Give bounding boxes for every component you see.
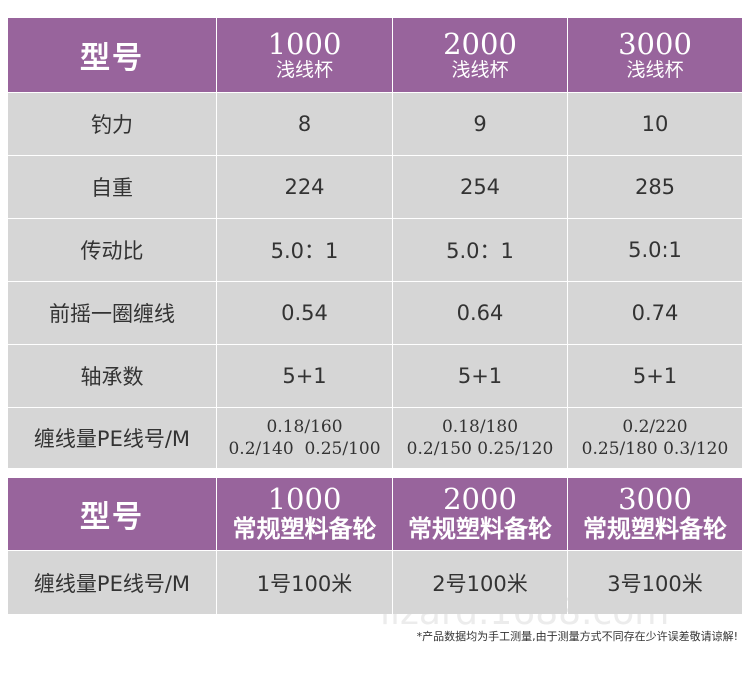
header-cell: 2000 浅线杯 <box>393 18 567 92</box>
model-name: 1000 <box>267 27 342 61</box>
table-cell: 5+1 <box>568 345 742 407</box>
cell-text: 5.0：1 <box>446 239 514 263</box>
cell-text: 0.54 <box>281 301 328 325</box>
table-cell: 0.64 <box>393 282 567 344</box>
table-cell: 224 <box>217 156 392 218</box>
cell-text: 0.2/140 0.25/100 <box>228 439 381 459</box>
table-cell: 285 <box>568 156 742 218</box>
table-cell: 0.2/220 0.25/180 0.3/120 <box>568 408 742 468</box>
table-cell: 0.18/160 0.2/140 0.25/100 <box>217 408 392 468</box>
table-cell: 1号100米 <box>217 551 392 614</box>
model-sub: 浅线杯 <box>275 59 333 81</box>
model-sub: 常规塑料备轮 <box>232 515 377 543</box>
table-cell: 5.0：1 <box>217 219 392 281</box>
cell-text: 5.0:1 <box>628 238 682 262</box>
table-cell: 5+1 <box>217 345 392 407</box>
table-cell: 5+1 <box>393 345 567 407</box>
header-cell: 1000 常规塑料备轮 <box>217 478 392 550</box>
cell-text: 8 <box>297 112 312 136</box>
header-cell: 2000 常规塑料备轮 <box>393 478 567 550</box>
table-cell: 254 <box>393 156 567 218</box>
table-cell: 0.54 <box>217 282 392 344</box>
cell-text: 0.2/220 <box>622 417 688 437</box>
cell-text: 5+1 <box>282 364 327 388</box>
cell-text: 轴承数 <box>80 365 144 389</box>
cell-text: 5+1 <box>457 364 503 388</box>
cell-text: 5.0：1 <box>270 239 339 263</box>
table-cell: 传动比 <box>8 219 216 281</box>
cell-text: 0.18/180 <box>441 417 519 437</box>
table-cell: 2号100米 <box>393 551 567 614</box>
table-cell: 0.18/180 0.2/150 0.25/120 <box>393 408 567 468</box>
cell-text: 自重 <box>91 176 133 200</box>
header-cell: 型号 <box>8 18 216 92</box>
cell-text: 10 <box>641 112 669 136</box>
model-name: 2000 <box>443 482 517 516</box>
table-cell: 5.0:1 <box>568 219 742 281</box>
cell-text: 0.18/160 <box>266 417 343 437</box>
model-name: 1000 <box>267 482 342 516</box>
header-cell: 型号 <box>8 478 216 550</box>
footnote: *产品数据均为手工测量,由于测量方式不同存在少许误差敬请谅解! <box>416 630 738 643</box>
cell-text: 缠线量PE线号/M <box>33 427 191 451</box>
header-label: 型号 <box>80 41 144 76</box>
table-cell: 8 <box>217 93 392 155</box>
cell-text: 9 <box>473 112 487 136</box>
header-label: 型号 <box>80 500 144 535</box>
header-cell: 3000 浅线杯 <box>568 18 742 92</box>
table-cell: 缠线量PE线号/M <box>8 551 216 614</box>
table-cell: 自重 <box>8 156 216 218</box>
cell-text: 1号100米 <box>256 571 353 596</box>
cell-text: 传动比 <box>80 239 144 263</box>
cell-text: 285 <box>634 175 676 199</box>
header-cell: 3000 常规塑料备轮 <box>568 478 742 550</box>
table-cell: 钓力 <box>8 93 216 155</box>
table-cell: 9 <box>393 93 567 155</box>
table-cell: 前摇一圈缠线 <box>8 282 216 344</box>
cell-text: 0.74 <box>631 301 679 325</box>
table-cell: 3号100米 <box>568 551 742 614</box>
model-name: 2000 <box>443 27 517 61</box>
header-cell: 1000 浅线杯 <box>217 18 392 92</box>
model-sub: 常规塑料备轮 <box>583 515 727 543</box>
model-name: 3000 <box>618 27 692 61</box>
cell-text: 224 <box>284 175 325 199</box>
cell-text: 0.64 <box>456 301 504 325</box>
cell-text: 前摇一圈缠线 <box>49 302 175 326</box>
cell-text: 0.25/180 0.3/120 <box>581 439 729 459</box>
cell-text: 2号100米 <box>432 571 528 596</box>
model-sub: 浅线杯 <box>626 59 684 81</box>
cell-text: 254 <box>459 175 501 199</box>
model-name: 3000 <box>618 482 692 516</box>
table-cell: 缠线量PE线号/M <box>8 408 216 468</box>
table-cell: 5.0：1 <box>393 219 567 281</box>
cell-text: 5+1 <box>632 364 678 388</box>
cell-text: 3号100米 <box>607 571 703 596</box>
table-cell: 0.74 <box>568 282 742 344</box>
table-cell: 轴承数 <box>8 345 216 407</box>
table-cell: 10 <box>568 93 742 155</box>
cell-text: 缠线量PE线号/M <box>33 571 191 596</box>
cell-text: 0.2/150 0.25/120 <box>406 439 554 459</box>
model-sub: 浅线杯 <box>451 59 509 81</box>
model-sub: 常规塑料备轮 <box>408 515 552 543</box>
cell-text: 钓力 <box>91 113 133 137</box>
